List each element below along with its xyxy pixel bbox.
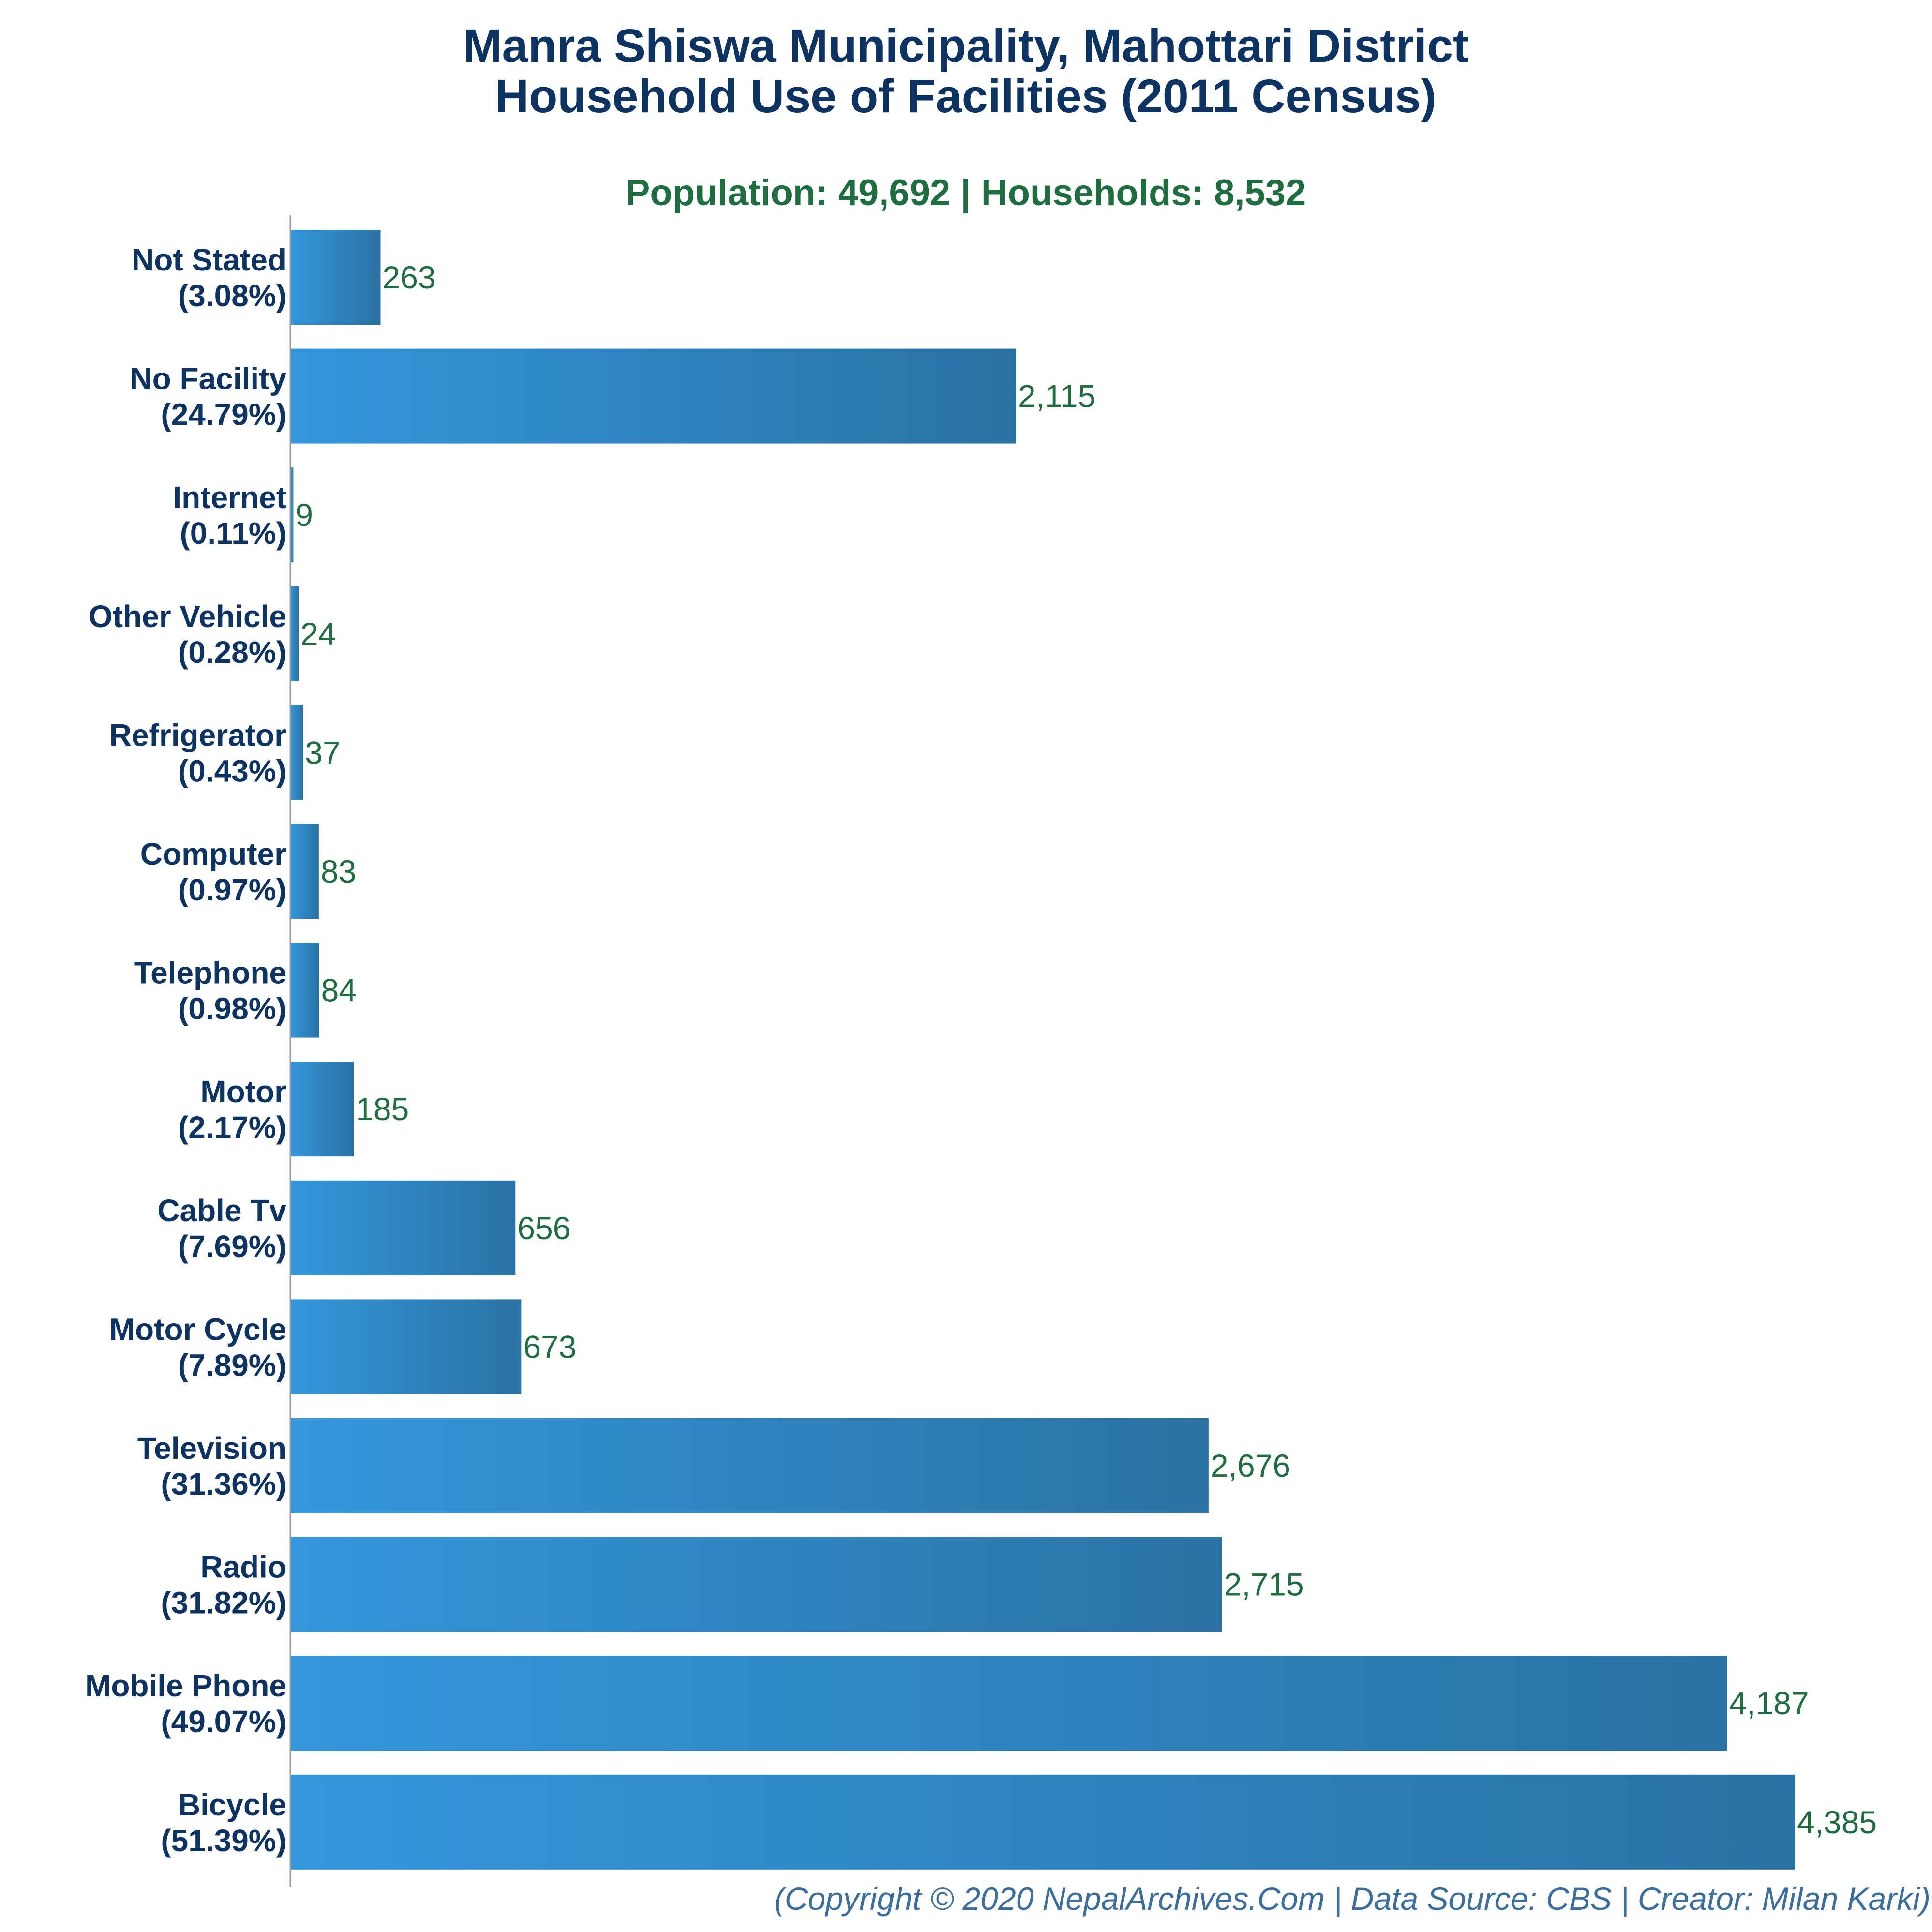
- category-label-mobile-phone: Mobile Phone: [85, 1668, 286, 1703]
- percent-label-not-stated: (3.08%): [178, 278, 286, 313]
- value-label-mobile-phone: 4,187: [1729, 1685, 1809, 1721]
- percent-label-television: (31.36%): [161, 1467, 286, 1501]
- bar-other-vehicle: [290, 586, 299, 681]
- value-label-telephone: 84: [321, 973, 357, 1008]
- chart-title-line-2: Household Use of Facilities (2011 Census…: [495, 70, 1437, 122]
- category-label-cable-tv: Cable Tv: [157, 1193, 286, 1228]
- value-label-motor: 185: [356, 1091, 409, 1127]
- category-label-television: Television: [137, 1431, 286, 1466]
- percent-label-cable-tv: (7.69%): [178, 1229, 286, 1264]
- bar-not-stated: [290, 230, 381, 325]
- bar-radio: [290, 1537, 1222, 1632]
- percent-label-other-vehicle: (0.28%): [178, 635, 286, 670]
- value-label-cable-tv: 656: [517, 1210, 570, 1246]
- value-label-no-facility: 2,115: [1018, 378, 1095, 414]
- bar-cable-tv: [290, 1180, 516, 1275]
- category-label-bicycle: Bicycle: [178, 1787, 286, 1822]
- percent-label-bicycle: (51.39%): [161, 1823, 286, 1858]
- bar-television: [290, 1418, 1209, 1513]
- percent-label-motor: (2.17%): [178, 1110, 286, 1145]
- credit-text: (Copyright © 2020 NepalArchives.Com | Da…: [774, 1881, 1931, 1917]
- value-label-other-vehicle: 24: [300, 616, 336, 652]
- value-label-refrigerator: 37: [305, 734, 340, 770]
- percent-label-radio: (31.82%): [161, 1586, 286, 1620]
- bar-motor: [290, 1062, 354, 1157]
- bar-telephone: [290, 943, 319, 1038]
- category-label-motor: Motor: [200, 1074, 286, 1109]
- category-label-motor-cycle: Motor Cycle: [109, 1312, 286, 1347]
- bars-group: 263 Not Stated(3.08%) 2,115 No Facility(24.…: [85, 230, 1877, 1870]
- value-label-television: 2,676: [1211, 1448, 1290, 1483]
- category-label-computer: Computer: [140, 837, 286, 871]
- bar-refrigerator: [290, 705, 303, 800]
- value-label-bicycle: 4,385: [1797, 1804, 1877, 1840]
- category-label-not-stated: Not Stated: [132, 242, 286, 277]
- bar-motor-cycle: [290, 1299, 522, 1394]
- bar-mobile-phone: [290, 1656, 1727, 1751]
- category-label-telephone: Telephone: [134, 956, 286, 990]
- value-label-internet: 9: [295, 497, 313, 533]
- bar-computer: [290, 824, 319, 919]
- chart-title-line-1: Manra Shiswa Municipality, Mahottari Dis…: [463, 19, 1469, 72]
- category-label-internet: Internet: [173, 480, 286, 515]
- category-label-refrigerator: Refrigerator: [109, 718, 286, 752]
- bar-no-facility: [290, 348, 1017, 444]
- percent-label-motor-cycle: (7.89%): [178, 1348, 286, 1382]
- chart-subtitle: Population: 49,692 | Households: 8,532: [626, 172, 1306, 214]
- percent-label-computer: (0.97%): [178, 872, 286, 907]
- bar-bicycle: [290, 1774, 1795, 1870]
- percent-label-telephone: (0.98%): [178, 991, 286, 1026]
- category-label-radio: Radio: [200, 1550, 286, 1585]
- value-label-motor-cycle: 673: [523, 1329, 576, 1364]
- category-label-no-facility: No Facility: [130, 361, 286, 396]
- bar-internet: [290, 467, 294, 563]
- value-label-computer: 83: [321, 854, 356, 889]
- value-label-radio: 2,715: [1224, 1567, 1304, 1603]
- percent-label-mobile-phone: (49.07%): [161, 1704, 286, 1739]
- percent-label-no-facility: (24.79%): [161, 397, 286, 432]
- percent-label-internet: (0.11%): [180, 516, 286, 551]
- value-label-not-stated: 263: [383, 259, 436, 295]
- percent-label-refrigerator: (0.43%): [178, 753, 286, 788]
- category-label-other-vehicle: Other Vehicle: [89, 599, 286, 634]
